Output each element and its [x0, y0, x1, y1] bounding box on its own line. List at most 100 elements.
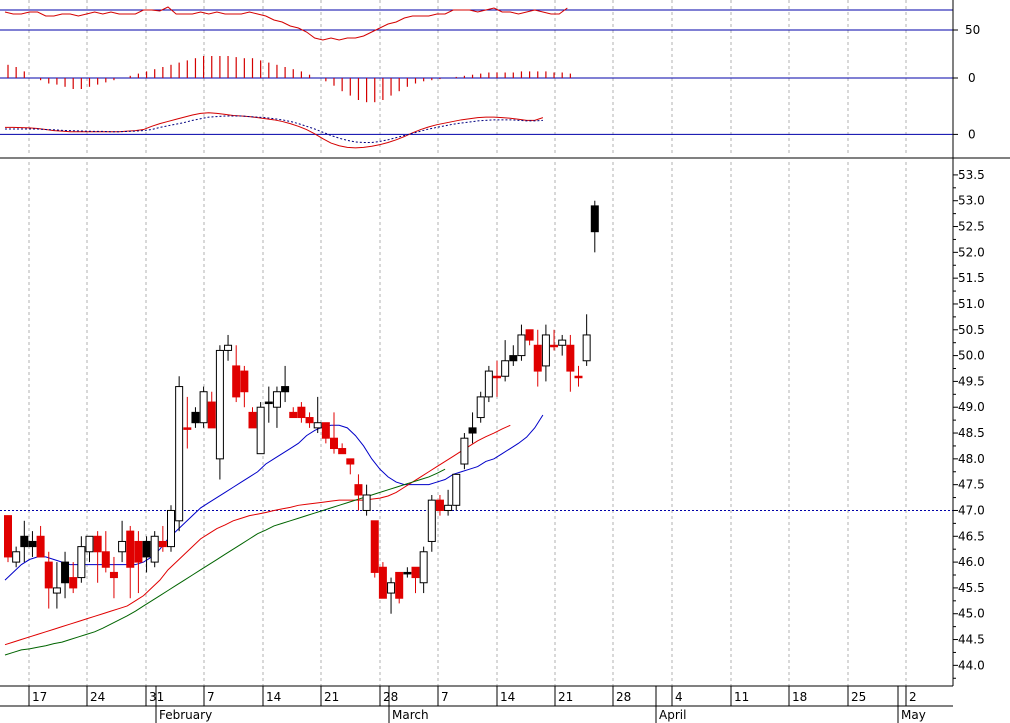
candle: [61, 551, 70, 599]
candle-body: [256, 406, 265, 455]
candle-body: [395, 571, 404, 599]
candle-body: [93, 535, 102, 553]
x-month-label: February: [159, 708, 212, 722]
price-tick-label: 46.0: [958, 555, 985, 569]
moving-average-green: [4, 468, 446, 656]
candle-body: [232, 365, 241, 398]
candle: [338, 443, 347, 455]
candle-body: [215, 349, 224, 460]
candle-body: [574, 375, 583, 379]
x-month-label: March: [392, 708, 429, 722]
candle-body: [281, 386, 290, 393]
candle: [44, 551, 53, 609]
candle-body: [36, 535, 45, 558]
candle: [370, 520, 379, 578]
price-tick-label: 47.5: [958, 478, 985, 492]
candle: [550, 329, 559, 351]
candle-body: [346, 458, 355, 465]
candle-body: [444, 504, 453, 511]
candle: [175, 376, 184, 532]
price-tick-label: 48.0: [958, 452, 985, 466]
candle: [289, 407, 298, 419]
x-day-label: 24: [90, 690, 105, 704]
vertical-gridlines: [28, 0, 907, 686]
candle-body: [191, 411, 200, 424]
candle: [4, 515, 12, 563]
candle-body: [264, 401, 273, 405]
candle: [378, 562, 387, 599]
candle-body: [183, 427, 192, 430]
right-axis: 50 0 0 53.5 53.0 52.5 52.0 51.5 51.0 50.5 50.0 49.5…: [0, 0, 1010, 686]
candle-body: [476, 396, 485, 419]
x-day-label: 21: [324, 690, 339, 704]
candle-body: [77, 546, 86, 579]
candle: [460, 433, 469, 470]
candle-body: [370, 520, 379, 573]
x-day-label: 17: [32, 690, 47, 704]
candle-body: [150, 535, 159, 563]
candle: [541, 324, 550, 382]
candle: [183, 396, 192, 449]
price-tick-label: 44.0: [958, 658, 985, 672]
candle-body: [101, 551, 110, 568]
x-day-label: 28: [616, 690, 631, 704]
price-tick-label: 52.0: [958, 245, 985, 259]
candle-body: [207, 401, 216, 429]
bottom-axis: 17 24 31 7 14 21 28 7 14 21 28 4 11 18 25 2 February Marc…: [0, 685, 953, 723]
candle: [484, 365, 493, 403]
candle-body: [460, 437, 469, 465]
candle-body: [118, 540, 127, 553]
macd-panel: [0, 112, 953, 149]
candle: [264, 386, 273, 423]
candle-body: [550, 344, 559, 348]
candle-body: [403, 571, 412, 575]
candle-body: [533, 344, 542, 372]
candle: [574, 365, 583, 387]
macd-histogram-panel: [0, 56, 953, 103]
candle: [387, 577, 396, 614]
candle-body: [321, 422, 330, 439]
candle-body: [493, 375, 501, 379]
candle-body: [582, 334, 591, 362]
x-day-label: 18: [792, 690, 807, 704]
candle: [305, 412, 314, 428]
price-tick-label: 50.5: [958, 323, 985, 337]
candle: [411, 566, 420, 594]
macd-signal-line: [5, 115, 543, 143]
candle-body: [411, 566, 420, 579]
candle: [590, 200, 599, 253]
candle: [150, 531, 159, 568]
candle-body: [590, 205, 599, 233]
candle: [330, 412, 338, 454]
candle: [207, 391, 216, 429]
candle: [158, 525, 167, 552]
candle: [85, 535, 94, 563]
candle-body: [558, 339, 567, 346]
candle: [452, 473, 461, 511]
candle-body: [354, 484, 363, 496]
candle-body: [289, 411, 298, 419]
candle: [240, 365, 249, 408]
candle-body: [468, 427, 477, 434]
x-day-label: 14: [266, 690, 281, 704]
x-day-label: 21: [558, 690, 573, 704]
price-tick-label: 44.5: [958, 633, 985, 647]
candle: [69, 562, 78, 594]
candle: [468, 412, 477, 444]
candle-body: [240, 370, 249, 393]
candle-body: [224, 344, 233, 351]
rsi-panel: [0, 6, 953, 41]
x-day-label: 4: [675, 690, 683, 704]
rsi-line: [4, 6, 568, 41]
candle: [167, 505, 175, 552]
candle-body: [167, 509, 175, 548]
candle: [476, 391, 485, 423]
candle: [501, 340, 510, 382]
candle-body: [484, 370, 493, 398]
candle: [256, 402, 265, 455]
candle-body: [69, 577, 78, 589]
candle: [395, 571, 404, 604]
candle-body: [362, 494, 371, 511]
candle: [77, 536, 86, 583]
